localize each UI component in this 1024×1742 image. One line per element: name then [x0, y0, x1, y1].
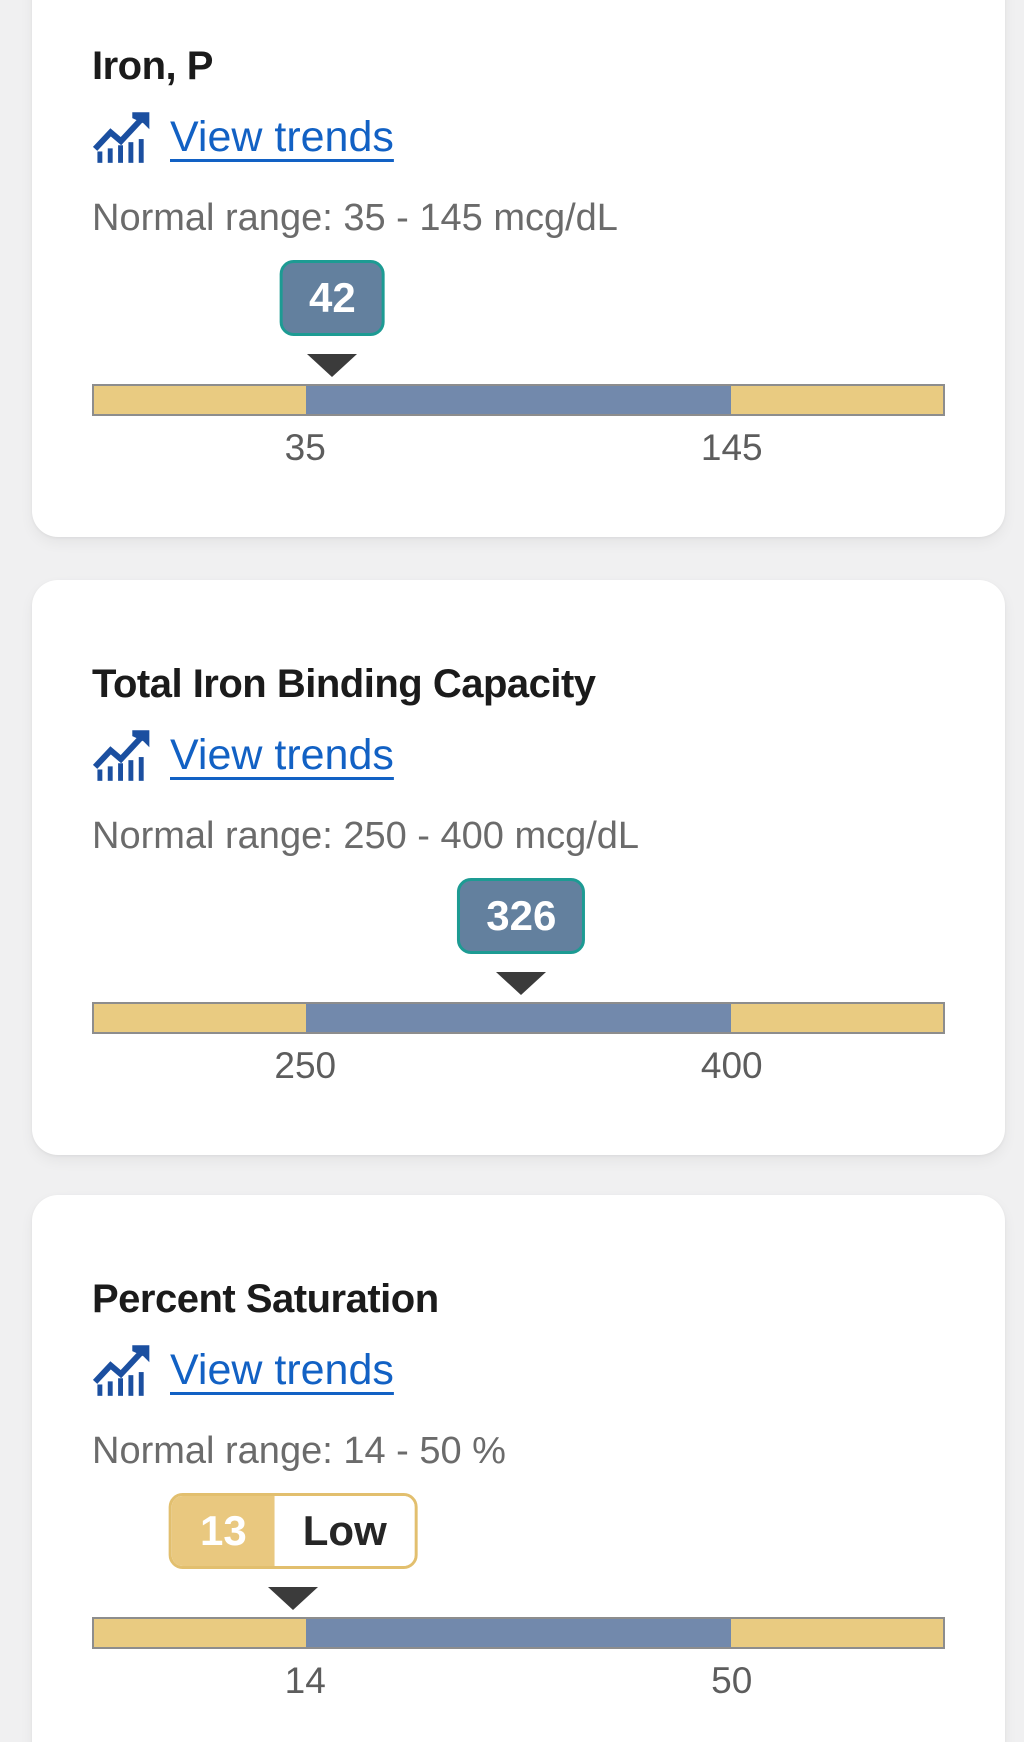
range-bar: [92, 1617, 945, 1649]
range-gauge: 326 250 400: [92, 878, 945, 1100]
below-range-segment: [94, 1004, 307, 1032]
marker-triangle-icon: [496, 972, 547, 995]
above-range-segment: [730, 386, 943, 414]
marker-triangle-icon: [268, 1587, 319, 1610]
normal-range-segment: [306, 386, 731, 414]
value-text: 42: [309, 274, 356, 321]
marker-triangle-icon: [307, 354, 358, 377]
view-trends-link[interactable]: View trends: [92, 106, 394, 168]
range-max-label: 145: [700, 427, 763, 468]
above-range-segment: [730, 1004, 943, 1032]
view-trends-link[interactable]: View trends: [92, 724, 394, 786]
normal-range-text: Normal range: 35 - 145 mcg/dL: [92, 197, 618, 239]
range-max-label: 50: [711, 1660, 753, 1701]
range-bar: [92, 1002, 945, 1034]
lab-result-card-percent-saturation: Percent Saturation View trends Normal ra…: [32, 1195, 1005, 1742]
value-text: 326: [486, 892, 557, 939]
value-badge-low: 13 Low: [169, 1493, 418, 1569]
range-gauge: 42 35 145: [92, 260, 945, 482]
normal-range-text: Normal range: 14 - 50 %: [92, 1430, 506, 1472]
normal-range-segment: [306, 1004, 731, 1032]
value-badge: 326: [457, 878, 586, 954]
test-name: Total Iron Binding Capacity: [92, 662, 596, 706]
test-name: Percent Saturation: [92, 1277, 439, 1321]
test-name: Iron, P: [92, 44, 213, 88]
range-max-label: 400: [700, 1045, 763, 1086]
normal-range-segment: [306, 1619, 731, 1647]
range-min-label: 14: [284, 1660, 326, 1701]
value-badge: 42: [280, 260, 385, 336]
normal-range-text: Normal range: 250 - 400 mcg/dL: [92, 815, 640, 857]
trend-chart-icon: [92, 730, 150, 781]
trend-chart-icon: [92, 112, 150, 163]
status-badge: Low: [274, 1496, 415, 1566]
above-range-segment: [730, 1619, 943, 1647]
value-text: 13: [172, 1496, 275, 1566]
view-trends-link[interactable]: View trends: [92, 1339, 394, 1401]
lab-result-card-tibc: Total Iron Binding Capacity View trends …: [32, 580, 1005, 1155]
below-range-segment: [94, 386, 307, 414]
range-gauge: 13 Low 14 50: [92, 1493, 945, 1715]
view-trends-label: View trends: [170, 1346, 394, 1394]
view-trends-label: View trends: [170, 113, 394, 161]
range-min-label: 250: [274, 1045, 337, 1086]
trend-chart-icon: [92, 1345, 150, 1396]
range-min-label: 35: [284, 427, 326, 468]
range-bar: [92, 384, 945, 416]
below-range-segment: [94, 1619, 307, 1647]
lab-result-card-iron: Iron, P View trends Normal range: 35 - 1…: [32, 0, 1005, 537]
view-trends-label: View trends: [170, 731, 394, 779]
